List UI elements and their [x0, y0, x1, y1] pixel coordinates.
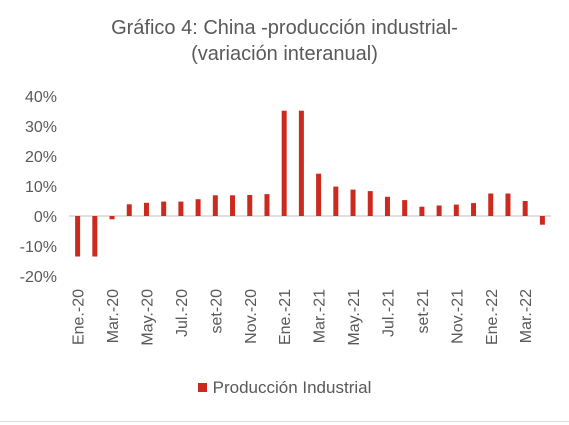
bar-Nov.-21: [453, 204, 459, 216]
x-tick-label: Jul.-21: [380, 289, 397, 337]
y-tick-label: 30%: [25, 119, 57, 136]
y-tick-label: -20%: [20, 269, 57, 286]
bar-Ene.-21: [281, 110, 287, 216]
bar-Oct.-20: [230, 195, 236, 216]
bar-Jun.-21: [367, 191, 373, 216]
bar-Feb.-20: [92, 216, 98, 257]
bar-Ago.-21: [402, 200, 408, 216]
legend-swatch: [197, 383, 207, 392]
bar-Jul.-21: [384, 196, 390, 216]
bar-Mar.-20: [109, 216, 115, 220]
y-tick-label: -10%: [20, 239, 57, 256]
x-tick-label: Mar.-21: [312, 289, 329, 343]
bar-set-20: [212, 195, 218, 216]
bar-Jul.-20: [178, 201, 184, 216]
bar-Abr.-22: [539, 216, 545, 225]
y-tick-label: 0%: [34, 209, 57, 226]
x-tick-label: Nov.-20: [243, 289, 260, 344]
x-tick-label: Mar.-22: [518, 289, 535, 343]
bar-Ene.-20: [75, 216, 81, 257]
chart-title-line-2: (variación interanual): [191, 43, 378, 65]
y-tick-label: 10%: [25, 179, 57, 196]
x-tick-label: set-20: [208, 289, 225, 334]
bar-Abr.-21: [333, 186, 339, 216]
x-tick-label: May.-20: [139, 289, 156, 346]
bottom-divider: [0, 421, 569, 422]
y-tick-label: 40%: [25, 89, 57, 106]
bar-Ago.-20: [195, 199, 201, 216]
bar-Abr.-20: [126, 204, 132, 216]
x-tick-label: Ene.-22: [484, 289, 501, 345]
bar-Feb.-22: [505, 193, 511, 216]
x-tick-label: Mar.-20: [105, 289, 122, 343]
bar-Jun.-20: [161, 201, 167, 216]
y-tick-label: 20%: [25, 149, 57, 166]
bar-May.-21: [350, 189, 356, 216]
bar-Mar.-21: [316, 173, 322, 216]
bar-Ene.-22: [488, 193, 494, 216]
bar-Dic.-21: [471, 203, 477, 216]
bar-May.-20: [143, 202, 149, 216]
chart-title-line-1: Gráfico 4: China -producción industrial-: [111, 17, 458, 39]
bar-Nov.-20: [247, 195, 253, 216]
x-tick-label: May.-21: [346, 289, 363, 346]
bar-Dic.-20: [264, 194, 270, 216]
x-tick-label: Nov.-21: [449, 289, 466, 344]
bar-Feb.-21: [298, 110, 304, 216]
x-tick-label: Ene.-21: [277, 289, 294, 345]
x-tick-label: set-21: [415, 289, 432, 334]
bar-set-21: [419, 206, 425, 216]
x-tick-label: Ene.-20: [71, 289, 88, 345]
legend: Producción Industrial: [0, 378, 569, 398]
bar-Mar.-22: [522, 201, 528, 216]
legend-label: Producción Industrial: [212, 378, 372, 397]
bar-Oct.-21: [436, 205, 442, 216]
x-tick-label: Jul.-20: [174, 289, 191, 337]
